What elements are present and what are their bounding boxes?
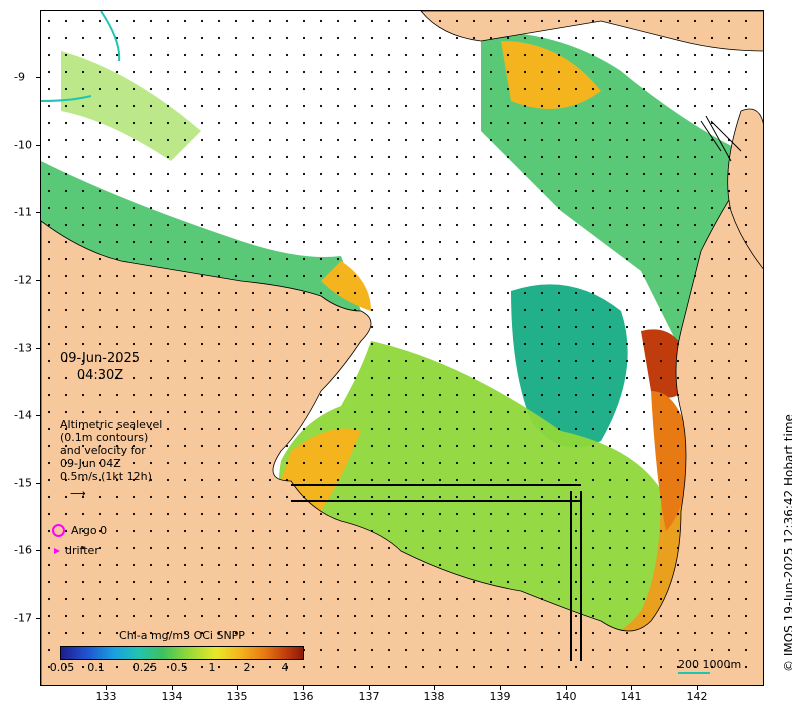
x-tick-mark [697,686,698,690]
x-tick-label: 133 [95,690,117,703]
y-tick-mark [36,77,40,78]
coastline-features [700,115,742,162]
y-tick-label: -10 [14,138,32,152]
colorbar-tick-label: 2 [243,661,251,674]
colorbar-tick-label: 0.1 [87,661,105,674]
velocity-field [47,19,748,669]
x-tick-mark [303,686,304,690]
time-text: 04:30Z [76,368,124,383]
x-tick-label: 136 [292,690,314,703]
date-time-label: 09-Jun-2025 04:30Z [60,350,140,384]
y-tick-label: -11 [14,205,32,219]
x-tick-label: 135 [226,690,248,703]
argo-label: Argo 0 [71,524,108,537]
x-tick-label: 140 [555,690,577,703]
x-tick-mark [237,686,238,690]
colorbar-tick-label: 1 [208,661,216,674]
colorbar-tick-label: 0.25 [132,661,158,674]
colorbar [60,646,304,660]
y-tick-mark [36,550,40,551]
shoreline-marker [100,11,121,62]
colorbar-tick-label: 0.5 [170,661,188,674]
x-tick-label: 138 [423,690,445,703]
y-tick-label: -9 [14,70,25,84]
velocity-legend-line: 0.5m/s (1kt 12h) [60,470,152,483]
y-tick-label: -13 [14,341,32,355]
colorbar-title: Chl-a mg/m3 OCi SNPP [119,629,245,642]
shoreline-marker [41,95,92,102]
y-tick-mark [36,415,40,416]
y-tick-mark [36,483,40,484]
y-tick-label: -16 [14,543,32,557]
gulf-of-carpentaria-map [41,11,763,685]
current-band [291,484,582,661]
map-panel [40,10,764,686]
drifter-icon [54,547,60,554]
x-tick-label: 137 [358,690,380,703]
velocity-legend-line: and velocity for [60,444,146,457]
y-tick-mark [36,618,40,619]
y-tick-mark [36,145,40,146]
argo-legend: Argo 0 [52,524,107,537]
colorbar-tick-label: 4 [281,661,289,674]
scale-bar [678,672,710,674]
x-tick-label: 139 [489,690,511,703]
x-tick-mark [631,686,632,690]
x-tick-mark [434,686,435,690]
velocity-legend: Altimetric sealevel (0.1m contours) and … [60,418,162,500]
x-tick-mark [106,686,107,690]
scale-label: 200 1000m [678,658,742,671]
x-tick-label: 134 [161,690,183,703]
y-tick-label: -14 [14,408,32,422]
y-tick-label: -17 [14,611,32,625]
y-tick-mark [36,348,40,349]
velocity-arrow-icon: ⟶ [70,487,86,500]
y-tick-label: -12 [14,273,32,287]
x-tick-label: 141 [620,690,642,703]
velocity-legend-line: 09-Jun 04Z [60,457,121,470]
y-tick-mark [36,280,40,281]
copyright-notice: © IMOS 19-Jun-2025 12:36:42 Hobart time [782,414,792,672]
drifter-label: drifter [65,544,99,557]
x-tick-label: 142 [686,690,708,703]
x-tick-mark [500,686,501,690]
y-tick-label: -15 [14,476,32,490]
colorbar-tick-label: 0.05 [49,661,75,674]
date-text: 09-Jun-2025 [60,351,141,366]
x-tick-mark [172,686,173,690]
x-tick-mark [369,686,370,690]
velocity-legend-line: Altimetric sealevel [60,418,163,431]
velocity-legend-line: (0.1m contours) [60,431,149,444]
y-tick-mark [36,212,40,213]
x-tick-mark [566,686,567,690]
drifter-legend: drifter [54,544,99,557]
argo-float-icon [52,524,65,537]
